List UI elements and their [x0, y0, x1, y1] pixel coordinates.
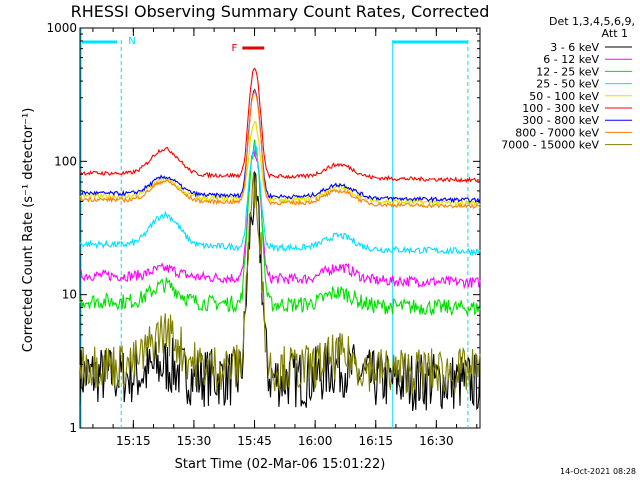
- legend-item-label: 12 - 25 keV: [536, 65, 599, 78]
- legend-item-label: 100 - 300 keV: [522, 102, 599, 115]
- x-tick-label: 16:30: [419, 434, 454, 448]
- legend-item: 25 - 50 keV: [536, 78, 632, 91]
- chart-title: RHESSI Observing Summary Count Rates, Co…: [71, 2, 490, 21]
- axis-ticks: 1 10 100 1000 15:15 15:30 15:45 16:00 16:15 16:30: [46, 21, 480, 448]
- legend-item-label: 800 - 7000 keV: [515, 126, 599, 139]
- legend-item: 12 - 25 keV: [536, 65, 632, 78]
- legend-header-attenuator: Att 1: [602, 27, 628, 40]
- x-tick-label: 15:30: [177, 434, 212, 448]
- y-tick-label: 1000: [46, 21, 77, 35]
- footer-timestamp: 14-Oct-2021 08:28: [560, 467, 636, 476]
- legend-item: 100 - 300 keV: [522, 102, 632, 115]
- plot-decorations: NF: [80, 28, 469, 428]
- x-tick-label: 16:00: [298, 434, 333, 448]
- legend-item: 7000 - 15000 keV: [501, 139, 632, 152]
- series-line: [79, 144, 481, 257]
- legend-item: 300 - 800 keV: [522, 114, 632, 127]
- x-axis-label: Start Time (02-Mar-06 15:01:22): [175, 457, 386, 472]
- series-line: [79, 67, 481, 184]
- legend-item-label: 7000 - 15000 keV: [501, 139, 599, 152]
- y-axis-label: Corrected Count Rate (s⁻¹ detector⁻¹): [21, 108, 36, 353]
- night-flag-label: N: [128, 36, 135, 47]
- legend-item-label: 3 - 6 keV: [550, 41, 599, 54]
- series-line: [79, 120, 481, 207]
- x-tick-label: 15:15: [116, 434, 151, 448]
- legend-item-label: 6 - 12 keV: [543, 53, 599, 66]
- y-tick-label: 100: [54, 154, 77, 168]
- legend-item: 6 - 12 keV: [543, 53, 632, 66]
- legend-item-label: 300 - 800 keV: [522, 114, 599, 127]
- series-line: [79, 89, 481, 210]
- y-tick-label: 1: [69, 421, 77, 435]
- series-line: [79, 139, 481, 317]
- series-line: [79, 170, 481, 411]
- series-line: [79, 171, 481, 395]
- legend-item-label: 50 - 100 keV: [529, 90, 599, 103]
- legend-item: 3 - 6 keV: [550, 41, 632, 54]
- y-tick-label: 10: [62, 288, 77, 302]
- legend-header-detectors: Det 1,3,4,5,6,9,: [549, 15, 635, 28]
- plot-frame: [79, 27, 481, 429]
- legend-item-label: 25 - 50 keV: [536, 78, 599, 91]
- series-layer: [79, 67, 481, 411]
- series-line: [79, 146, 481, 290]
- x-tick-label: 16:15: [358, 434, 393, 448]
- x-tick-label: 15:45: [237, 434, 272, 448]
- legend-item: 50 - 100 keV: [529, 90, 632, 103]
- flare-flag-label: F: [232, 43, 238, 54]
- legend-item: 800 - 7000 keV: [515, 126, 632, 139]
- series-line: [79, 88, 481, 204]
